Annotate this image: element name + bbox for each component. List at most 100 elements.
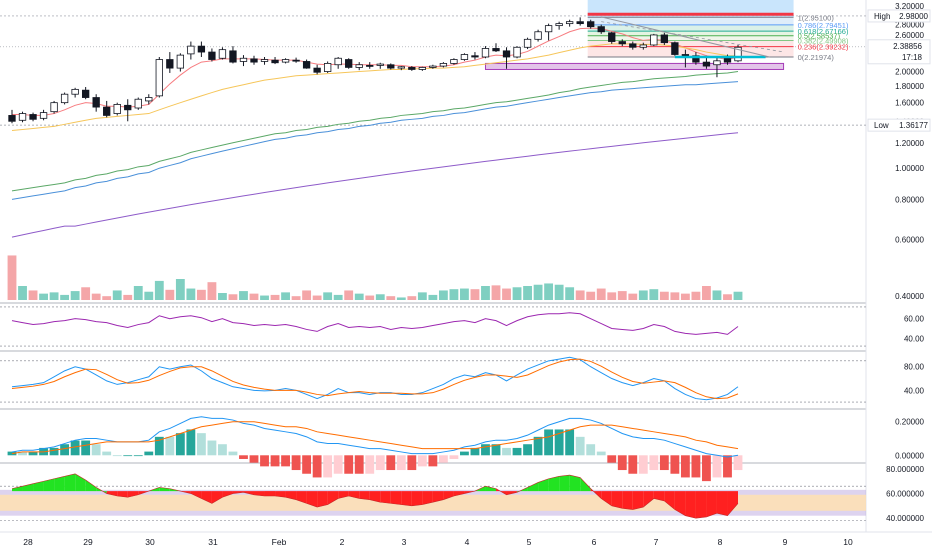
macd-histogram-bar bbox=[133, 455, 143, 457]
candle-body bbox=[576, 21, 584, 25]
time-tick-label: 4 bbox=[465, 537, 470, 547]
volume-bar bbox=[7, 255, 17, 300]
osc-fill-segment bbox=[33, 481, 44, 492]
candle-body bbox=[103, 106, 111, 116]
volume-bar bbox=[260, 295, 269, 300]
osc-fill-segment bbox=[664, 491, 675, 510]
macd-histogram-bar bbox=[438, 455, 448, 463]
osc-fill-segment bbox=[632, 491, 644, 510]
price-tick-label: 0.80000 bbox=[895, 195, 924, 204]
bar-countdown-label: 17:18 bbox=[902, 53, 923, 62]
candle-body bbox=[166, 59, 174, 69]
time-tick-label: Feb bbox=[272, 537, 287, 547]
moving-average-line bbox=[11, 132, 739, 238]
osc-fill-segment bbox=[380, 491, 391, 504]
osc-fill-segment bbox=[485, 486, 496, 492]
stoch-tick-label: 80.00 bbox=[904, 363, 925, 372]
macd-histogram-bar bbox=[544, 429, 554, 456]
volume-bar bbox=[70, 291, 80, 300]
osc-fill-segment bbox=[432, 491, 444, 503]
volume-bar bbox=[291, 296, 301, 300]
macd-histogram-bar bbox=[586, 444, 596, 456]
time-tick-label: 9 bbox=[783, 537, 788, 547]
osc-fill-segment bbox=[653, 491, 665, 501]
candle-body bbox=[8, 115, 16, 122]
macd-histogram-bar bbox=[481, 444, 490, 456]
volume-bar bbox=[544, 283, 554, 300]
rsi-line bbox=[11, 312, 739, 335]
volume-bar bbox=[344, 290, 354, 300]
fib-zone bbox=[587, 24, 794, 32]
macd-histogram-bar bbox=[291, 455, 301, 471]
moving-average-line bbox=[11, 71, 739, 192]
candle-body bbox=[145, 97, 153, 102]
volume-bar bbox=[554, 284, 564, 300]
low-label-box bbox=[867, 118, 931, 132]
volume-bar bbox=[112, 290, 122, 300]
macd-histogram-bar bbox=[91, 444, 101, 456]
candle-body bbox=[439, 63, 448, 67]
osc-fill-segment bbox=[643, 491, 654, 508]
macd-histogram-bar bbox=[596, 451, 606, 456]
osc-fill-segment bbox=[211, 491, 223, 504]
candle-body bbox=[387, 64, 395, 69]
osc-fill-segment bbox=[559, 475, 570, 492]
candle-body bbox=[597, 26, 605, 33]
candle-body bbox=[523, 38, 532, 48]
candle-body bbox=[502, 50, 511, 58]
osc-fill-segment bbox=[569, 475, 581, 492]
osc-fill-segment bbox=[264, 491, 276, 496]
osc-fill-segment bbox=[411, 491, 423, 506]
candle-body bbox=[197, 45, 206, 53]
osc-fill-segment bbox=[254, 491, 265, 496]
price-tick-label: 3.20000 bbox=[895, 2, 924, 11]
macd-histogram-bar bbox=[270, 455, 280, 467]
trend-line bbox=[601, 16, 770, 58]
volume-bar bbox=[144, 291, 154, 300]
candle-body bbox=[692, 55, 700, 63]
volume-bar bbox=[60, 294, 70, 300]
osc-fill-segment bbox=[306, 491, 318, 508]
macd-histogram-bar bbox=[617, 455, 627, 471]
macd-histogram-bar bbox=[733, 455, 743, 471]
candle-body bbox=[723, 57, 732, 63]
macd-histogram-bar bbox=[333, 455, 343, 474]
time-tick-label: 28 bbox=[23, 537, 33, 547]
osc-fill-segment bbox=[685, 491, 696, 519]
macd-histogram-bar bbox=[512, 447, 522, 456]
fib-level-label: 0.236(2.39232) bbox=[798, 43, 849, 52]
osc-fill-segment bbox=[716, 491, 728, 516]
osc-fill-segment bbox=[601, 491, 612, 506]
time-tick-label: 7 bbox=[654, 537, 659, 547]
osc-tick-label: 80.000000 bbox=[886, 465, 924, 474]
candle-body bbox=[713, 60, 721, 66]
candle-body bbox=[176, 54, 185, 69]
volume-bar bbox=[533, 284, 543, 300]
rsi-tick-label: 40.00 bbox=[904, 334, 925, 343]
volume-bar bbox=[428, 294, 438, 300]
macd-histogram-bar bbox=[81, 440, 91, 456]
osc-fill-segment bbox=[317, 491, 328, 508]
high-value: 2.98000 bbox=[899, 12, 928, 21]
volume-bar bbox=[102, 296, 112, 300]
candle-body bbox=[587, 21, 595, 28]
candle-body bbox=[650, 34, 658, 46]
macd-histogram-bar bbox=[712, 455, 722, 478]
low-label: Low bbox=[874, 121, 889, 130]
volume-bar bbox=[312, 295, 322, 300]
low-value: 1.36177 bbox=[899, 121, 928, 130]
fib-level-label: 1(2.95100) bbox=[798, 13, 835, 22]
macd-histogram-bar bbox=[144, 451, 154, 456]
osc-fill-segment bbox=[369, 491, 381, 503]
osc-fill-segment bbox=[43, 478, 55, 492]
macd-histogram-bar bbox=[659, 455, 669, 471]
macd-histogram-bar bbox=[460, 451, 469, 456]
candle-body bbox=[18, 113, 27, 121]
volume-bar bbox=[680, 293, 690, 300]
last-price-label: 2.38856 bbox=[893, 42, 922, 51]
osc-fill-segment bbox=[443, 491, 454, 500]
osc-tick-label: 40.000000 bbox=[886, 514, 924, 523]
price-tick-label: 1.60000 bbox=[895, 99, 924, 108]
volume-bar bbox=[39, 293, 48, 300]
